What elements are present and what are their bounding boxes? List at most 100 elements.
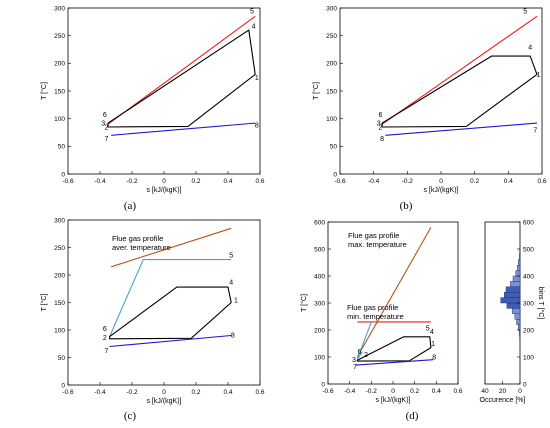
plot-frame: [339, 7, 543, 175]
histogram-bar: [517, 265, 521, 271]
histogram-bar: [518, 324, 521, 331]
chart-panel-d: -0.6 -0.4 -0.2 0 0.2 0.4 0.6 0 100 200 300 400 500 60…: [300, 219, 463, 422]
y-tick-label: 600: [523, 219, 534, 226]
histogram-bar: [512, 275, 521, 282]
y-tick-label: 200: [314, 327, 325, 334]
panel-label: (a): [124, 200, 137, 212]
histogram-bar: [500, 297, 521, 304]
series-line-brown: [111, 227, 232, 268]
state-point-label: 7: [104, 136, 108, 143]
y-tick-label: 0: [321, 381, 325, 388]
x-tick-label: -0.2: [366, 388, 378, 395]
x-tick-label: -0.2: [126, 389, 138, 396]
y-tick-label: 200: [54, 61, 65, 68]
series-line-black: [109, 286, 232, 340]
histogram-bar: [510, 281, 521, 287]
histogram-bar: [506, 302, 521, 309]
x-tick-label: -0.6: [334, 178, 346, 185]
state-point-label: 8: [231, 333, 235, 340]
x-tick-label: 0.6: [453, 388, 462, 395]
x-tick-label: 0: [518, 388, 522, 395]
x-tick-label: 0.4: [223, 389, 232, 396]
x-axis-label: s [kJ/(kgK)]: [146, 398, 181, 405]
y-tick-label: 200: [54, 272, 65, 279]
y-tick-label: 150: [54, 300, 65, 307]
series-line-black: [381, 55, 538, 128]
x-tick-label: 0.4: [432, 388, 441, 395]
panel-label: (b): [400, 200, 413, 212]
histogram-bar: [515, 270, 521, 277]
x-tick-label: 0.2: [191, 389, 200, 396]
y-tick-label: 100: [523, 354, 534, 361]
x-tick-label: 40: [481, 388, 489, 395]
histogram-bar: [518, 259, 521, 266]
flue-gas-annotation: aver. temperature: [112, 243, 171, 252]
series-line-brown: [356, 227, 432, 358]
y-tick-label: 0: [61, 382, 65, 389]
state-point-label: 7: [104, 348, 108, 355]
state-point-label: 3: [377, 120, 381, 127]
y-tick-label: 300: [54, 5, 65, 12]
state-point-label: 1: [537, 72, 541, 79]
y-tick-label: 50: [58, 144, 66, 151]
x-tick-label: 0.6: [255, 389, 264, 396]
x-axis-label: Occurence [%]: [480, 397, 526, 404]
flue-gas-annotation: min. temperature: [347, 312, 404, 321]
x-tick-label: 0: [439, 178, 443, 185]
x-tick-label: -0.4: [94, 389, 106, 396]
y-tick-label: 100: [54, 116, 65, 123]
state-point-label: 4: [229, 279, 233, 286]
y-axis-label: T [°C]: [40, 82, 48, 100]
y-tick-label: 50: [330, 144, 338, 151]
y-tick-label: 0: [61, 171, 65, 178]
flue-gas-annotation: max. temperature: [348, 240, 407, 249]
y-tick-label: 400: [523, 273, 534, 280]
y-tick-label: 400: [314, 273, 325, 280]
state-point-label: 6: [103, 112, 107, 119]
series-line-blue: [111, 122, 256, 136]
state-point-label: 1: [431, 341, 435, 348]
y-tick-label: 100: [326, 116, 337, 123]
y-tick-label: 200: [326, 61, 337, 68]
y-tick-label: 300: [326, 5, 337, 12]
series-line-cyan: [356, 321, 372, 360]
series-line-cyan: [356, 351, 364, 360]
x-tick-label: -0.4: [368, 178, 380, 185]
y-tick-label: 100: [54, 327, 65, 334]
series-line-blue: [109, 334, 232, 348]
y-tick-label: 500: [523, 246, 534, 253]
state-point-label: 5: [250, 9, 254, 16]
state-point-label: 6: [357, 349, 361, 356]
x-tick-label: -0.2: [402, 178, 414, 185]
x-axis-label: s [kJ/(kgK)]: [146, 187, 181, 194]
y-tick-label: 150: [326, 88, 337, 95]
state-point-label: 4: [252, 23, 256, 30]
y-tick-label: 200: [523, 327, 534, 334]
state-point-label: 3: [101, 120, 105, 127]
x-tick-label: -0.4: [94, 178, 106, 185]
histogram-bar: [516, 319, 521, 325]
y-tick-label: 250: [54, 245, 65, 252]
histogram-bar: [504, 292, 521, 298]
y-tick-label: 250: [54, 33, 65, 40]
x-tick-label: -0.2: [126, 178, 138, 185]
y-axis-label: bins T [°C]: [537, 287, 545, 320]
x-tick-label: -0.6: [62, 389, 74, 396]
y-axis-label: T [°C]: [312, 82, 320, 100]
x-tick-label: 0.2: [470, 178, 479, 185]
state-point-label: 7: [353, 364, 357, 371]
y-tick-label: 600: [314, 219, 325, 226]
state-point-label: 2: [103, 335, 107, 342]
state-point-label: 2: [104, 125, 108, 132]
x-tick-label: 0: [391, 388, 395, 395]
y-tick-label: 300: [314, 300, 325, 307]
state-point-label: 8: [432, 355, 436, 362]
state-point-label: 1: [255, 75, 259, 82]
panel-label: (c): [124, 410, 137, 422]
x-tick-label: 0.6: [537, 178, 546, 185]
state-point-label: 6: [103, 326, 107, 333]
state-point-label: 5: [523, 9, 527, 16]
x-tick-label: 0: [162, 178, 166, 185]
y-tick-label: 300: [54, 217, 65, 224]
